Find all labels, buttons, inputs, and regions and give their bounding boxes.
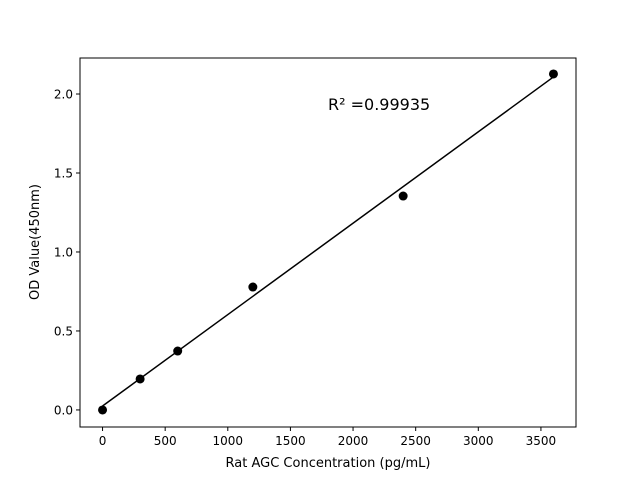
y-tick-label: 1.0 — [54, 245, 73, 259]
data-point — [98, 405, 108, 415]
y-tick-label: 1.5 — [54, 166, 73, 180]
r-squared-annotation: R² =0.99935 — [328, 95, 430, 114]
data-point — [398, 191, 408, 201]
x-tick-label: 2000 — [338, 434, 369, 448]
x-tick-label: 0 — [99, 434, 107, 448]
x-axis: 0 500 1000 1500 2000 2500 3000 3500 — [99, 427, 556, 448]
plot-frame — [79, 57, 577, 428]
y-tick-label: 0.0 — [54, 403, 73, 417]
y-tick-label: 0.5 — [54, 324, 73, 338]
x-tick-label: 3000 — [463, 434, 494, 448]
data-point — [548, 69, 558, 79]
x-tick-label: 500 — [154, 434, 177, 448]
data-point — [248, 282, 258, 292]
x-tick-label: 3500 — [526, 434, 557, 448]
y-tick-label: 2.0 — [54, 88, 73, 102]
data-point — [135, 374, 145, 384]
y-axis-label: OD Value(450nm) — [28, 184, 43, 300]
x-tick-label: 2500 — [400, 434, 431, 448]
x-tick-label: 1000 — [213, 434, 244, 448]
y-axis: 0.0 0.5 1.0 1.5 2.0 — [54, 88, 80, 417]
x-tick-label: 1500 — [275, 434, 306, 448]
x-axis-label: Rat AGC Concentration (pg/mL) — [226, 456, 431, 471]
plot-marks — [98, 69, 558, 415]
data-point — [173, 346, 183, 356]
